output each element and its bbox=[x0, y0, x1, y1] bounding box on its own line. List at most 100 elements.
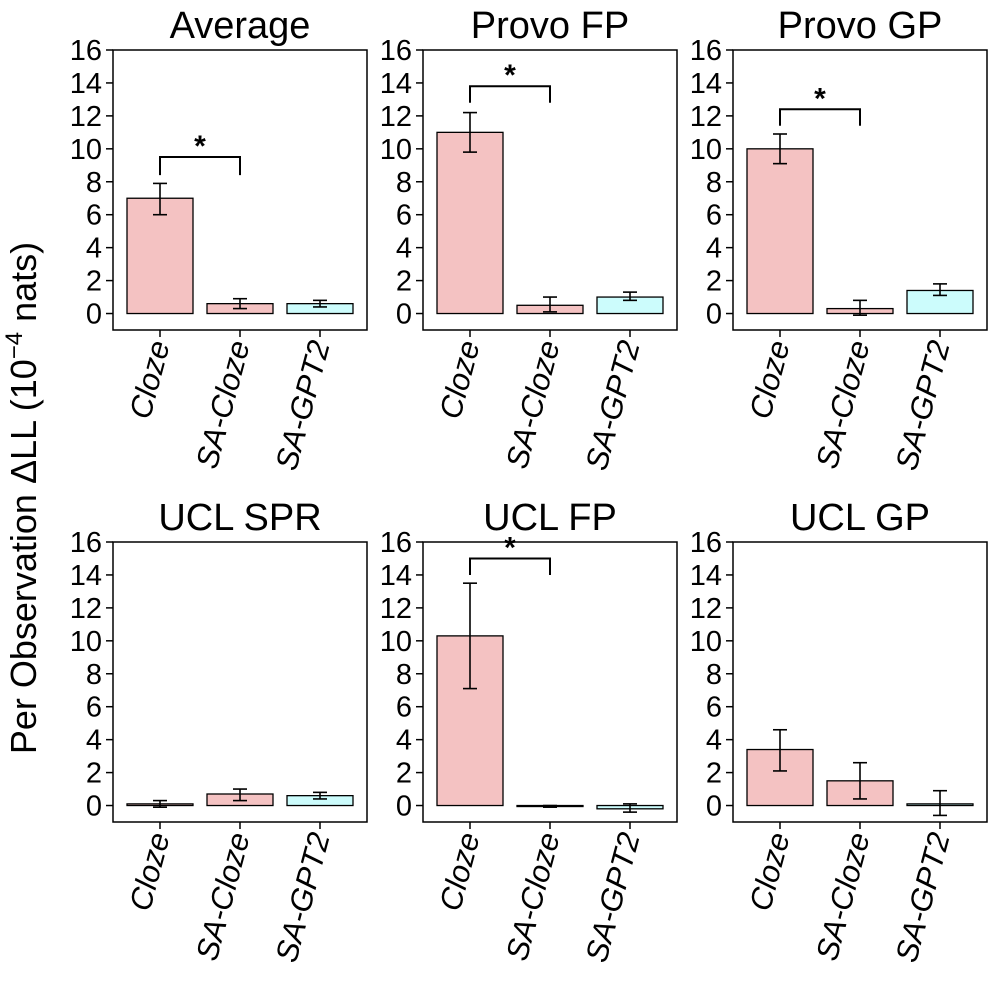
y-tick-label: 4 bbox=[86, 233, 102, 265]
y-tick-label: 14 bbox=[70, 68, 102, 100]
bar-cloze bbox=[436, 131, 504, 315]
y-tick-label: 10 bbox=[70, 626, 102, 658]
significance-bracket bbox=[469, 85, 551, 103]
x-tick-label: Cloze bbox=[122, 829, 176, 915]
x-tick-label: Cloze bbox=[432, 337, 486, 423]
y-tick-label: 0 bbox=[86, 299, 102, 331]
y-tick-label: 12 bbox=[70, 593, 102, 625]
axes-frame bbox=[112, 49, 368, 331]
y-tick-label: 8 bbox=[86, 659, 102, 691]
y-tick-label: 10 bbox=[690, 626, 722, 658]
x-tick-label: SA-Cloze bbox=[809, 337, 877, 473]
x-tick-label: SA-Cloze bbox=[499, 337, 567, 473]
y-tick-label: 0 bbox=[396, 299, 412, 331]
y-tick-label: 8 bbox=[86, 167, 102, 199]
y-tick-label: 4 bbox=[396, 725, 412, 757]
y-tick-label: 2 bbox=[86, 266, 102, 298]
x-tick-label: SA-Cloze bbox=[809, 829, 877, 965]
significance-star: * bbox=[504, 531, 516, 564]
axes-frame bbox=[732, 49, 988, 331]
y-tick-label: 12 bbox=[380, 593, 412, 625]
y-tick-label: 16 bbox=[690, 35, 722, 67]
y-tick-label: 14 bbox=[70, 560, 102, 592]
x-tick-label: SA-GPT2 bbox=[579, 829, 647, 966]
y-tick-label: 0 bbox=[86, 791, 102, 823]
x-tick-label: SA-GPT2 bbox=[889, 829, 957, 966]
y-tick-label: 8 bbox=[706, 167, 722, 199]
bar-cloze bbox=[746, 148, 814, 315]
y-tick-label: 16 bbox=[380, 35, 412, 67]
y-tick-label: 14 bbox=[380, 68, 412, 100]
x-tick-label: Cloze bbox=[432, 829, 486, 915]
axes-frame bbox=[732, 541, 988, 823]
y-tick-label: 0 bbox=[706, 299, 722, 331]
y-tick-label: 8 bbox=[706, 659, 722, 691]
y-tick-label: 14 bbox=[690, 560, 722, 592]
y-tick-label: 6 bbox=[706, 200, 722, 232]
y-axis-label-main: Per Observation ΔLL (10 bbox=[3, 359, 44, 754]
axes-frame bbox=[422, 541, 678, 823]
bar-cloze bbox=[126, 197, 194, 315]
significance-bracket bbox=[469, 557, 551, 575]
y-tick-label: 8 bbox=[396, 167, 412, 199]
y-tick-label: 2 bbox=[396, 266, 412, 298]
y-tick-label: 10 bbox=[380, 134, 412, 166]
panel-title: UCL FP bbox=[483, 497, 617, 539]
x-tick-label: SA-Cloze bbox=[189, 829, 257, 965]
axes-frame bbox=[112, 541, 368, 823]
x-tick-label: Cloze bbox=[742, 337, 796, 423]
y-tick-label: 6 bbox=[396, 200, 412, 232]
y-axis-label-unit: nats) bbox=[3, 242, 44, 332]
y-tick-label: 4 bbox=[706, 233, 722, 265]
y-tick-label: 8 bbox=[396, 659, 412, 691]
y-tick-label: 10 bbox=[380, 626, 412, 658]
x-tick-label: SA-Cloze bbox=[189, 337, 257, 473]
y-tick-label: 6 bbox=[706, 692, 722, 724]
y-tick-label: 0 bbox=[396, 791, 412, 823]
y-tick-label: 6 bbox=[396, 692, 412, 724]
y-tick-label: 4 bbox=[396, 233, 412, 265]
y-tick-label: 2 bbox=[706, 758, 722, 790]
panel-title: Average bbox=[170, 5, 311, 47]
x-tick-label: Cloze bbox=[122, 337, 176, 423]
y-tick-label: 12 bbox=[70, 101, 102, 133]
y-tick-label: 12 bbox=[690, 101, 722, 133]
panel-title: Provo FP bbox=[471, 5, 629, 47]
y-tick-label: 16 bbox=[70, 35, 102, 67]
y-axis-label-exponent: −4 bbox=[1, 332, 28, 359]
panel-title: UCL SPR bbox=[158, 497, 321, 539]
significance-bracket bbox=[159, 156, 241, 176]
y-tick-label: 14 bbox=[380, 560, 412, 592]
panel-title: UCL GP bbox=[790, 497, 930, 539]
x-tick-label: Cloze bbox=[742, 829, 796, 915]
y-tick-label: 4 bbox=[86, 725, 102, 757]
y-tick-label: 12 bbox=[690, 593, 722, 625]
y-tick-label: 12 bbox=[380, 101, 412, 133]
significance-star: * bbox=[504, 59, 516, 92]
significance-star: * bbox=[194, 130, 206, 163]
x-tick-label: SA-GPT2 bbox=[269, 829, 337, 966]
y-tick-label: 2 bbox=[396, 758, 412, 790]
y-tick-label: 2 bbox=[86, 758, 102, 790]
significance-bracket bbox=[779, 108, 861, 126]
y-tick-label: 2 bbox=[706, 266, 722, 298]
x-tick-label: SA-GPT2 bbox=[269, 337, 337, 474]
y-tick-label: 16 bbox=[70, 527, 102, 559]
panel-title: Provo GP bbox=[778, 5, 943, 47]
axes-frame bbox=[422, 49, 678, 331]
x-tick-label: SA-Cloze bbox=[499, 829, 567, 965]
y-tick-label: 10 bbox=[690, 134, 722, 166]
y-tick-label: 4 bbox=[706, 725, 722, 757]
y-tick-label: 16 bbox=[690, 527, 722, 559]
x-tick-label: SA-GPT2 bbox=[579, 337, 647, 474]
significance-star: * bbox=[814, 82, 826, 115]
y-tick-label: 10 bbox=[70, 134, 102, 166]
y-tick-label: 16 bbox=[380, 527, 412, 559]
